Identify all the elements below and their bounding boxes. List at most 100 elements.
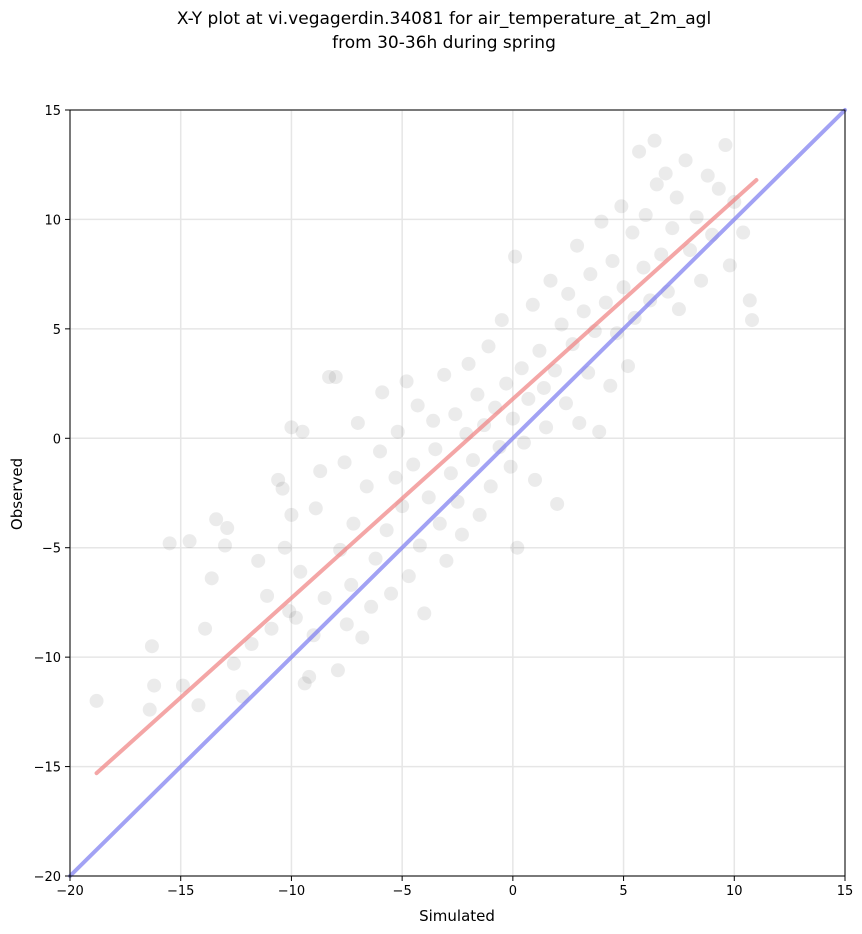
scatter-point — [209, 512, 224, 527]
x-tick-label: −10 — [278, 884, 305, 899]
scatter-point — [508, 249, 523, 264]
scatter-points — [89, 133, 759, 717]
scatter-point — [742, 293, 757, 308]
scatter-point — [428, 442, 443, 457]
scatter-point — [328, 370, 343, 385]
scatter-point — [322, 370, 337, 385]
scatter-point — [191, 698, 206, 713]
scatter-point — [536, 380, 551, 395]
scatter-point — [516, 435, 531, 450]
scatter-point — [226, 656, 241, 671]
scatter-point — [293, 564, 308, 579]
y-tick-label: 15 — [44, 104, 61, 119]
scatter-point — [198, 621, 213, 636]
scatter-point — [346, 516, 361, 531]
scatter-point — [295, 424, 310, 439]
scatter-point — [483, 479, 498, 494]
scatter-point — [144, 639, 159, 654]
scatter-point — [410, 398, 425, 413]
scatter-point — [297, 676, 312, 691]
scatter-point — [514, 361, 529, 376]
scatter-point — [614, 199, 629, 214]
scatter-point — [594, 214, 609, 229]
scatter-point — [260, 588, 275, 603]
scatter-point — [364, 599, 379, 614]
scatter-point — [182, 534, 197, 549]
chart-title: X-Y plot at vi.vegagerdin.34081 for air_… — [177, 9, 711, 29]
scatter-point — [437, 367, 452, 382]
scatter-point — [722, 258, 737, 273]
scatter-point — [605, 254, 620, 269]
scatter-point — [368, 551, 383, 566]
scatter-point — [671, 302, 686, 317]
scatter-point — [271, 472, 286, 487]
scatter-point — [649, 177, 664, 192]
scatter-point — [616, 280, 631, 295]
scatter-point — [375, 385, 390, 400]
scatter-point — [678, 153, 693, 168]
scatter-point — [388, 470, 403, 485]
scatter-point — [718, 138, 733, 153]
scatter-point — [598, 295, 613, 310]
x-tick-label: −20 — [56, 884, 83, 899]
scatter-point — [658, 166, 673, 181]
x-tick-label: 10 — [726, 884, 743, 899]
scatter-point — [621, 359, 635, 374]
scatter-point — [264, 621, 279, 636]
scatter-point — [162, 536, 177, 551]
scatter-point — [532, 343, 547, 358]
scatter-point — [288, 610, 303, 625]
scatter-point — [539, 420, 554, 435]
scatter-point — [220, 521, 235, 536]
scatter-point — [669, 190, 684, 205]
scatter-point — [426, 413, 441, 428]
scatter-point — [550, 496, 565, 511]
scatter-point — [282, 604, 297, 619]
scatter-point — [711, 181, 726, 196]
x-axis: −20 −15 −10 −5 0 5 10 15 — [56, 876, 853, 899]
scatter-point — [244, 637, 259, 652]
scatter-point — [443, 466, 458, 481]
scatter-point — [302, 669, 317, 684]
plot-frame — [69, 109, 846, 877]
y-tick-label: 0 — [53, 432, 61, 447]
x-tick-label: 15 — [837, 884, 854, 899]
chart-subtitle: from 30-36h during spring — [332, 33, 556, 53]
scatter-point — [406, 457, 421, 472]
scatter-point — [470, 387, 485, 402]
scatter-point — [472, 507, 487, 522]
scatter-point — [647, 133, 662, 148]
scatter-point — [543, 273, 558, 288]
scatter-point — [275, 481, 290, 496]
scatter-point — [175, 678, 190, 693]
scatter-point — [505, 411, 520, 426]
scatter-point — [570, 238, 585, 253]
scatter-point — [576, 304, 591, 319]
scatter-point — [399, 374, 414, 389]
scatter-point — [736, 225, 751, 240]
scatter-point — [359, 479, 374, 494]
scatter-point — [481, 339, 496, 354]
scatter-point — [142, 702, 157, 717]
scatter-point — [494, 313, 509, 328]
reference-lines — [68, 108, 847, 878]
scatter-point — [284, 420, 299, 435]
scatter-point — [665, 221, 680, 236]
scatter-point — [603, 378, 618, 393]
scatter-point — [528, 472, 542, 487]
scatter-point — [384, 586, 399, 601]
x-axis-label: Simulated — [419, 907, 495, 925]
y-axis-label: Observed — [8, 458, 26, 530]
scatter-point — [432, 516, 447, 531]
scatter-point — [355, 630, 370, 645]
scatter-point — [401, 569, 416, 584]
scatter-point — [417, 606, 432, 621]
scatter-point — [461, 356, 476, 371]
y-tick-label: 5 — [53, 323, 61, 338]
x-tick-label: 5 — [619, 884, 627, 899]
scatter-point — [592, 424, 607, 439]
scatter-point — [503, 459, 518, 474]
scatter-point — [554, 317, 569, 332]
scatter-point — [390, 424, 405, 439]
scatter-point — [499, 376, 514, 391]
